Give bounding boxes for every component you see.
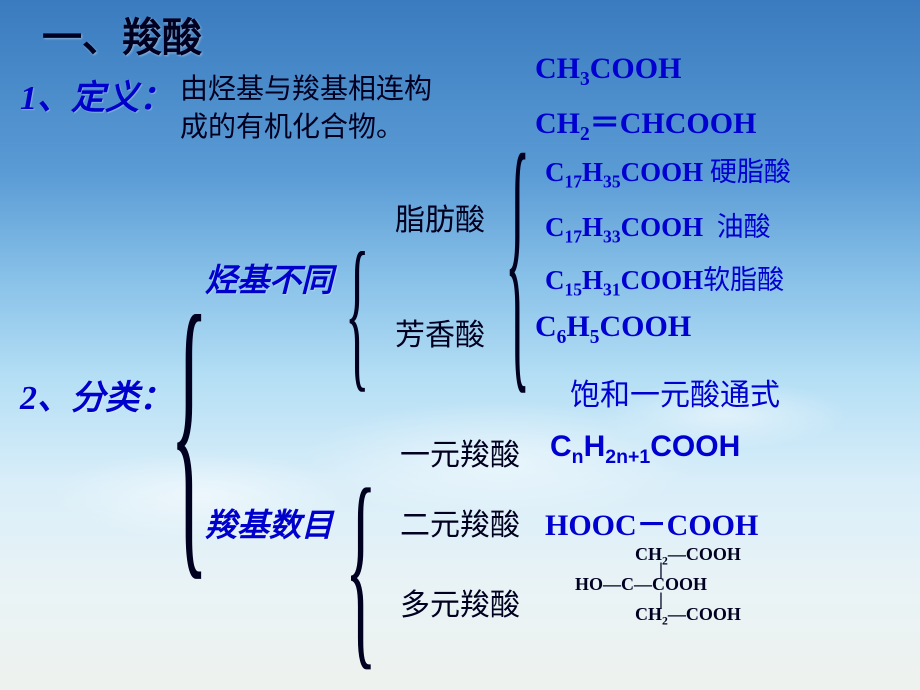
- page-title: 一、羧酸: [42, 5, 202, 63]
- formula-general: CnH2n+1COOH: [550, 430, 740, 464]
- brace-main: {: [170, 245, 208, 613]
- brace-carboxyl: {: [345, 440, 377, 690]
- citric-mid: HO—C—COOH: [575, 575, 741, 593]
- aromatic-acid-label: 芳香酸: [395, 310, 485, 354]
- classification-label: 2、分类：: [20, 370, 173, 419]
- definition-text: 由烃基与羧基相连构成的有机化合物。: [180, 70, 440, 146]
- formula-oxalic: HOOC－COOH: [545, 500, 758, 544]
- mono-acid-label: 一元羧酸: [400, 430, 520, 474]
- citric-top: CH2—COOH: [635, 545, 741, 563]
- formula-acrylic: CH2＝CHCOOH: [535, 98, 756, 142]
- formula-acetic: CH3COOH: [535, 52, 681, 86]
- citric-structure: CH2—COOH | HO—C—COOH | CH2—COOH: [575, 545, 741, 623]
- poly-acid-label: 多元羧酸: [400, 580, 520, 624]
- formula-stearic: C17H35COOH 硬脂酸: [545, 150, 791, 189]
- formula-palmitic: C15H31COOH软脂酸: [545, 258, 784, 297]
- brace-fatty: {: [505, 90, 530, 423]
- di-acid-label: 二元羧酸: [400, 500, 520, 544]
- branch-carboxyl-count: 羧基数目: [205, 500, 333, 546]
- citric-bot: CH2—COOH: [635, 605, 741, 623]
- formula-benzoic: C6H5COOH: [535, 310, 691, 344]
- saturated-mono-title: 饱和一元酸通式: [570, 370, 780, 414]
- formula-oleic: C17H33COOH 油酸: [545, 205, 771, 244]
- branch-hydrocarbon: 烃基不同: [205, 255, 333, 301]
- fatty-acid-label: 脂肪酸: [395, 195, 485, 239]
- definition-label: 1、定义：: [20, 70, 173, 119]
- brace-hydrocarbon: {: [345, 215, 369, 410]
